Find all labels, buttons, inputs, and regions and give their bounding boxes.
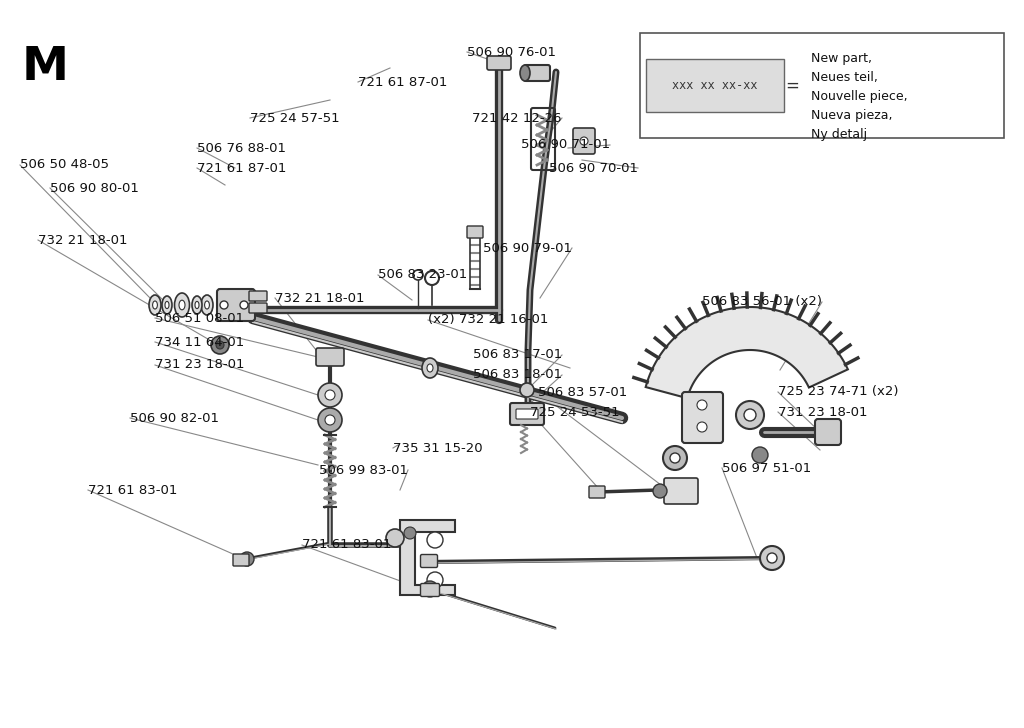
Circle shape [760, 546, 784, 570]
Ellipse shape [195, 301, 199, 309]
Circle shape [211, 336, 229, 354]
Circle shape [404, 527, 416, 539]
FancyBboxPatch shape [421, 555, 437, 568]
Ellipse shape [201, 295, 213, 315]
Circle shape [670, 453, 680, 463]
Circle shape [220, 301, 228, 309]
Circle shape [427, 532, 443, 548]
Circle shape [422, 581, 438, 597]
FancyBboxPatch shape [815, 419, 841, 445]
Circle shape [216, 341, 224, 349]
Circle shape [736, 401, 764, 429]
Circle shape [653, 484, 667, 498]
Text: 506 90 79-01: 506 90 79-01 [483, 242, 572, 255]
Text: 725 24 53-51: 725 24 53-51 [530, 405, 620, 419]
Text: 735 31 15-20: 735 31 15-20 [393, 441, 482, 454]
FancyBboxPatch shape [682, 392, 723, 443]
Text: 506 90 71-01: 506 90 71-01 [521, 138, 610, 151]
Circle shape [318, 383, 342, 407]
Text: =: = [785, 76, 800, 95]
FancyBboxPatch shape [516, 409, 538, 419]
Circle shape [744, 409, 756, 421]
FancyBboxPatch shape [217, 289, 255, 321]
FancyBboxPatch shape [646, 59, 784, 112]
Circle shape [752, 447, 768, 463]
Text: 506 90 76-01: 506 90 76-01 [467, 45, 556, 58]
Ellipse shape [162, 296, 172, 314]
FancyBboxPatch shape [249, 291, 267, 301]
Ellipse shape [205, 301, 209, 309]
Text: 734 11 64-01: 734 11 64-01 [155, 336, 245, 349]
Text: 506 50 48-05: 506 50 48-05 [20, 159, 109, 172]
FancyBboxPatch shape [467, 226, 483, 238]
Text: 506 76 88-01: 506 76 88-01 [197, 141, 286, 154]
Ellipse shape [179, 300, 185, 310]
Text: 721 61 87-01: 721 61 87-01 [358, 76, 447, 89]
Circle shape [240, 552, 254, 566]
FancyBboxPatch shape [664, 478, 698, 504]
Text: M: M [22, 45, 69, 90]
Ellipse shape [174, 293, 189, 317]
FancyBboxPatch shape [573, 128, 595, 154]
Circle shape [325, 390, 335, 400]
Text: 725 23 74-71 (x2): 725 23 74-71 (x2) [778, 386, 898, 398]
Circle shape [697, 400, 707, 410]
Text: 721 61 83-01: 721 61 83-01 [88, 483, 177, 496]
Text: 506 99 83-01: 506 99 83-01 [319, 464, 408, 477]
Ellipse shape [580, 137, 588, 145]
FancyBboxPatch shape [589, 486, 605, 498]
Ellipse shape [153, 301, 158, 309]
Circle shape [520, 383, 534, 397]
Text: 721 61 83-01: 721 61 83-01 [302, 539, 391, 552]
FancyBboxPatch shape [316, 348, 344, 366]
FancyBboxPatch shape [421, 584, 439, 596]
FancyBboxPatch shape [640, 33, 1004, 138]
Text: 506 83 18-01: 506 83 18-01 [473, 368, 562, 381]
Ellipse shape [520, 65, 530, 81]
Circle shape [240, 301, 248, 309]
Ellipse shape [150, 295, 161, 315]
FancyBboxPatch shape [524, 65, 550, 81]
Text: 721 42 12-26: 721 42 12-26 [472, 111, 562, 124]
Text: 732 21 18-01: 732 21 18-01 [38, 234, 128, 247]
FancyBboxPatch shape [233, 554, 249, 566]
Ellipse shape [193, 296, 202, 314]
Text: 721 61 87-01: 721 61 87-01 [197, 162, 287, 175]
Ellipse shape [422, 358, 438, 378]
Text: (x2) 732 21 16-01: (x2) 732 21 16-01 [428, 314, 549, 326]
FancyBboxPatch shape [487, 56, 511, 70]
Circle shape [767, 553, 777, 563]
Text: xxx xx xx-xx: xxx xx xx-xx [673, 79, 758, 92]
FancyBboxPatch shape [510, 403, 544, 425]
Text: 506 83 57-01: 506 83 57-01 [538, 386, 628, 398]
Text: 506 90 70-01: 506 90 70-01 [549, 162, 638, 175]
Text: 731 23 18-01: 731 23 18-01 [778, 405, 867, 419]
Text: 506 90 80-01: 506 90 80-01 [50, 181, 139, 194]
Text: 506 90 82-01: 506 90 82-01 [130, 411, 219, 424]
Ellipse shape [427, 364, 433, 372]
Circle shape [325, 415, 335, 425]
FancyBboxPatch shape [249, 303, 267, 313]
Polygon shape [646, 307, 848, 398]
Text: 732 21 18-01: 732 21 18-01 [275, 291, 365, 304]
Circle shape [427, 572, 443, 588]
Polygon shape [400, 520, 455, 595]
Text: 506 83 17-01: 506 83 17-01 [473, 349, 562, 362]
Circle shape [386, 529, 404, 547]
Circle shape [318, 408, 342, 432]
Text: 506 97 51-01: 506 97 51-01 [722, 462, 811, 475]
Text: 725 24 57-51: 725 24 57-51 [250, 111, 340, 124]
Text: 506 51 08-01: 506 51 08-01 [155, 312, 244, 325]
Text: 731 23 18-01: 731 23 18-01 [155, 358, 245, 371]
Text: 506 83 23-01: 506 83 23-01 [378, 269, 467, 282]
Circle shape [697, 422, 707, 432]
Text: New part,
Neues teil,
Nouvelle piece,
Nueva pieza,
Ny detalj: New part, Neues teil, Nouvelle piece, Nu… [811, 52, 907, 141]
Text: 506 83 56-01 (x2): 506 83 56-01 (x2) [702, 296, 822, 309]
Circle shape [663, 446, 687, 470]
Ellipse shape [165, 301, 169, 309]
